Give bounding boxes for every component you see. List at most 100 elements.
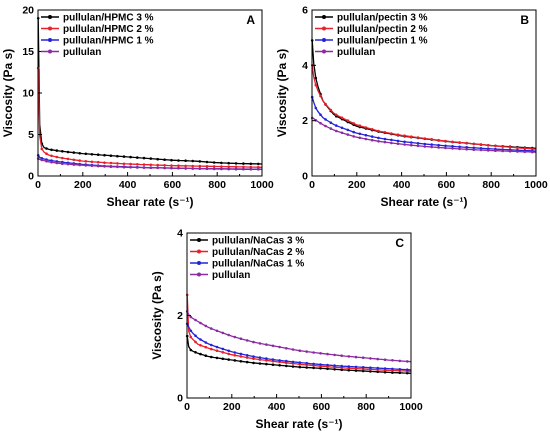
- data-point: [305, 366, 309, 369]
- data-point: [390, 138, 393, 142]
- data-point: [189, 348, 193, 352]
- data-point: [358, 124, 362, 127]
- data-point: [245, 339, 249, 342]
- legend-item-1: pullulan/pectin 3 %: [315, 13, 428, 24]
- data-point: [129, 155, 132, 159]
- data-point: [278, 364, 281, 367]
- data-point: [352, 135, 356, 138]
- data-point: [391, 359, 394, 362]
- data-point: [472, 148, 476, 151]
- series-markers-4: [185, 310, 409, 363]
- data-point: [245, 354, 249, 357]
- legend-marker: [197, 261, 201, 265]
- y-axis-label: Viscosity (Pa s): [1, 49, 15, 138]
- data-point: [361, 356, 365, 360]
- legend-item-1: pullulan/HPMC 3 %: [41, 13, 154, 24]
- data-point: [245, 356, 249, 359]
- x-tick-label: 1000: [399, 401, 423, 413]
- data-point: [451, 145, 454, 148]
- data-point: [103, 161, 106, 164]
- data-point: [239, 355, 243, 358]
- data-point: [90, 160, 94, 164]
- data-point: [523, 147, 527, 150]
- data-point: [252, 357, 255, 361]
- data-point: [271, 344, 275, 348]
- data-point: [285, 364, 288, 368]
- data-point: [444, 146, 447, 150]
- data-point: [156, 163, 159, 167]
- data-point: [177, 164, 180, 167]
- series-markers-2: [36, 66, 260, 169]
- legend-marker: [322, 15, 326, 19]
- data-point: [285, 359, 288, 363]
- data-point: [249, 167, 253, 171]
- series-line-4: [186, 311, 412, 363]
- data-point: [227, 165, 230, 168]
- data-point: [210, 355, 213, 359]
- data-point: [340, 368, 344, 372]
- legend-item-3: pullulan/NaCas 1 %: [190, 259, 304, 270]
- data-point: [45, 152, 48, 155]
- data-point: [45, 159, 48, 163]
- legend-item-1: pullulan/NaCas 3 %: [190, 236, 304, 247]
- data-point: [194, 318, 197, 322]
- data-point: [258, 362, 262, 365]
- legend-label: pullulan/pectin 3 %: [337, 13, 428, 24]
- data-point: [40, 147, 44, 151]
- legend-label: pullulan: [63, 47, 101, 58]
- data-point: [361, 369, 365, 373]
- data-point: [194, 340, 197, 344]
- legend-marker: [48, 15, 52, 19]
- data-point: [335, 124, 338, 127]
- data-point: [198, 167, 202, 170]
- data-point: [194, 334, 197, 338]
- data-point: [136, 156, 139, 159]
- data-point: [184, 159, 187, 162]
- data-point: [61, 150, 64, 153]
- data-point: [314, 76, 318, 80]
- data-point: [122, 165, 126, 169]
- data-point: [90, 153, 94, 156]
- data-point: [227, 358, 230, 361]
- x-axis-label: Shear rate (s⁻¹): [380, 195, 467, 209]
- data-point: [156, 157, 159, 161]
- data-point: [410, 141, 413, 144]
- data-point: [326, 352, 329, 356]
- legend-item-2: pullulan/NaCas 2 %: [190, 247, 304, 258]
- data-point: [84, 160, 88, 163]
- data-point: [215, 356, 219, 360]
- data-point: [370, 128, 374, 131]
- data-point: [376, 357, 380, 361]
- data-point: [354, 369, 358, 372]
- data-point: [184, 164, 187, 168]
- data-point: [472, 146, 476, 150]
- data-point: [486, 149, 490, 152]
- data-point: [346, 119, 350, 122]
- data-point: [78, 152, 81, 155]
- data-point: [340, 131, 344, 135]
- data-point: [333, 353, 336, 357]
- data-point: [444, 139, 447, 143]
- data-point: [199, 344, 202, 347]
- data-point: [410, 135, 413, 138]
- x-tick-label: 1000: [250, 179, 274, 191]
- data-point: [40, 158, 44, 162]
- data-point: [403, 143, 406, 146]
- x-tick-label: 1000: [524, 179, 548, 191]
- data-point: [465, 148, 469, 151]
- legend-marker: [322, 38, 326, 42]
- data-point: [257, 165, 260, 169]
- data-point: [122, 155, 126, 158]
- data-point: [312, 366, 315, 370]
- data-point: [198, 160, 202, 163]
- legend-item-4: pullulan: [190, 270, 250, 281]
- data-point: [298, 365, 302, 369]
- legend-item-4: pullulan: [315, 47, 375, 58]
- data-point: [324, 124, 327, 128]
- data-point: [90, 164, 94, 167]
- data-point: [78, 159, 81, 162]
- data-point: [305, 361, 309, 365]
- series-line-3: [311, 96, 537, 152]
- x-tick-label: 400: [393, 179, 411, 191]
